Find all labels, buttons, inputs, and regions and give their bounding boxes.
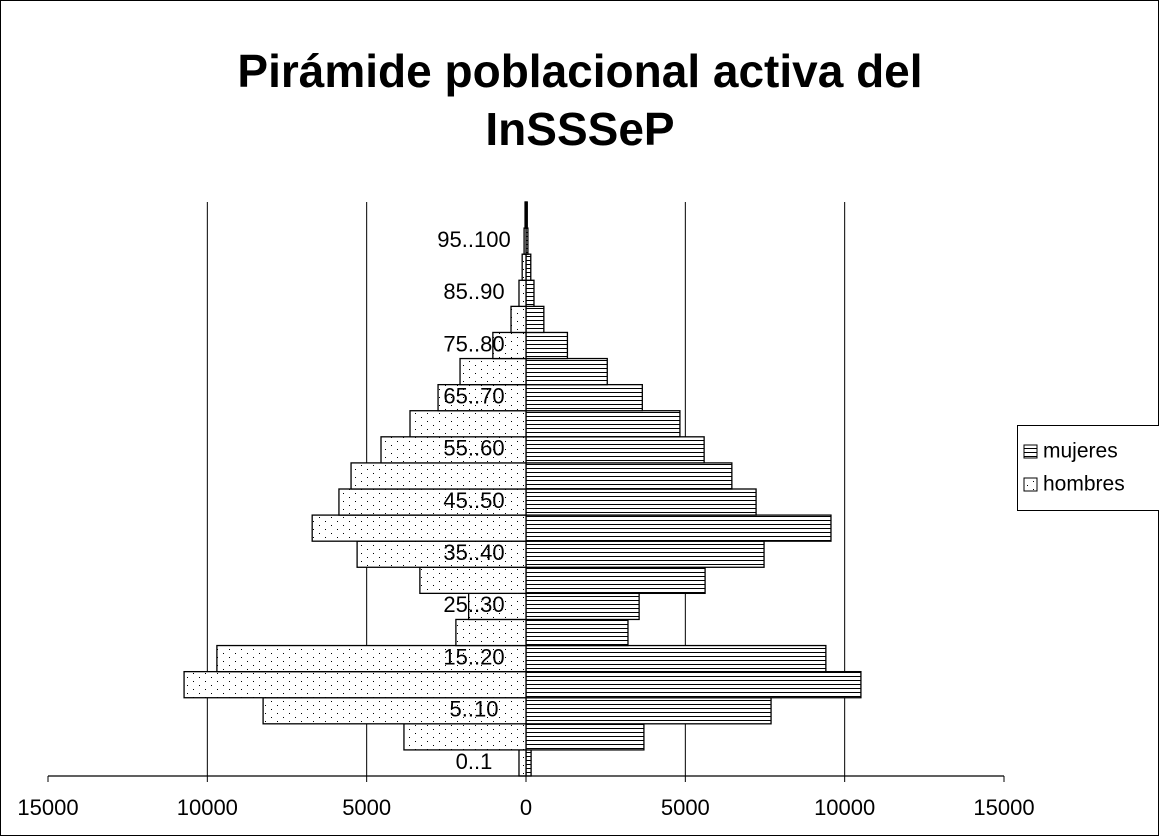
bar	[525, 383, 643, 412]
bar	[525, 410, 681, 438]
x-tick-label: 10000	[814, 795, 875, 820]
bar	[262, 697, 527, 725]
legend-swatch	[1023, 444, 1038, 459]
bar	[525, 670, 862, 699]
category-label: 35..40	[443, 540, 504, 565]
chart-title: Pirámide poblacional activa del	[237, 45, 922, 97]
bar	[524, 201, 527, 229]
bar	[510, 305, 527, 334]
x-tick-label: 10000	[177, 795, 238, 820]
bar	[525, 540, 765, 568]
bar	[523, 227, 527, 255]
category-label: 95..100	[437, 227, 510, 252]
bar	[380, 436, 527, 464]
category-label: 15..20	[443, 644, 504, 669]
x-tick-label: 15000	[973, 795, 1034, 820]
category-label: 5..10	[450, 697, 499, 722]
x-tick-label: 5000	[342, 795, 391, 820]
bar	[216, 644, 527, 673]
bar	[311, 514, 527, 542]
bar	[403, 723, 527, 751]
bar	[525, 566, 706, 595]
bar	[518, 279, 527, 308]
legend-label: mujeres	[1043, 440, 1118, 463]
legend-label: hombres	[1043, 473, 1125, 496]
bar	[183, 670, 527, 699]
bar	[525, 514, 832, 542]
bar	[419, 566, 527, 595]
x-tick-label: 15000	[17, 795, 78, 820]
category-label: 85..90	[443, 279, 504, 304]
category-label: 65..70	[443, 383, 504, 408]
x-tick-label: 0	[520, 795, 532, 820]
bar	[525, 253, 532, 281]
category-label: 75..80	[443, 331, 504, 356]
bar	[521, 253, 527, 281]
bar	[409, 410, 527, 438]
bar	[525, 723, 645, 751]
x-tick-label: 5000	[661, 795, 710, 820]
bar	[525, 749, 532, 777]
bar	[350, 462, 527, 490]
category-label: 55..60	[443, 436, 504, 461]
bar	[525, 462, 733, 490]
bar	[459, 357, 527, 386]
chart-title: InSSSeP	[485, 103, 674, 155]
bar	[525, 592, 640, 621]
bar	[525, 331, 569, 360]
bar	[525, 644, 827, 673]
category-label: 45..50	[443, 488, 504, 513]
bar	[492, 331, 527, 360]
bar	[518, 749, 527, 777]
legend-swatch	[1023, 477, 1038, 492]
bar	[525, 357, 608, 386]
bar	[525, 618, 629, 647]
bar	[437, 383, 527, 412]
legend-box	[1017, 425, 1159, 511]
bar	[525, 488, 757, 516]
bar	[455, 618, 527, 647]
bar	[467, 592, 527, 621]
bar	[525, 305, 545, 334]
category-label: 0..1	[456, 749, 493, 774]
bar	[525, 279, 535, 308]
bar	[525, 436, 705, 464]
category-label: 25..30	[443, 592, 504, 617]
bar	[525, 697, 772, 725]
